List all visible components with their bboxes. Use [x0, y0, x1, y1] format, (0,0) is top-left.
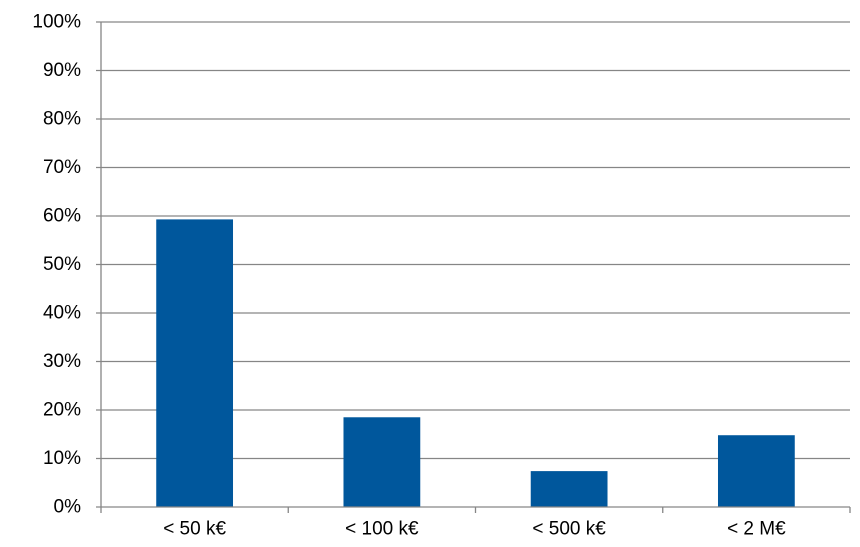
axes	[96, 22, 851, 513]
bar	[717, 435, 795, 507]
x-category-label: < 50 k€	[163, 519, 226, 540]
x-category-label: < 2 M€	[727, 519, 786, 540]
bar	[343, 417, 421, 507]
y-tick-label: 0%	[54, 497, 82, 518]
bar	[530, 471, 608, 507]
x-category-label: < 500 k€	[532, 519, 606, 540]
y-tick-label: 30%	[43, 351, 81, 372]
y-tick-label: 80%	[43, 109, 81, 130]
y-tick-label: 100%	[32, 12, 81, 33]
bars	[156, 219, 795, 507]
y-tick-label: 10%	[43, 448, 81, 469]
y-tick-label: 70%	[43, 157, 81, 178]
y-tick-label: 50%	[43, 254, 81, 275]
y-tick-label: 40%	[43, 303, 81, 324]
y-tick-label: 90%	[43, 60, 81, 81]
labels: 0% 10% 20% 30% 40% 50% 60% 70% 80% 90% 100% < 50 k€…	[32, 12, 786, 540]
y-tick-label: 20%	[43, 400, 81, 421]
y-tick-label: 60%	[43, 206, 81, 227]
x-category-label: < 100 k€	[345, 519, 419, 540]
bar	[156, 219, 234, 507]
